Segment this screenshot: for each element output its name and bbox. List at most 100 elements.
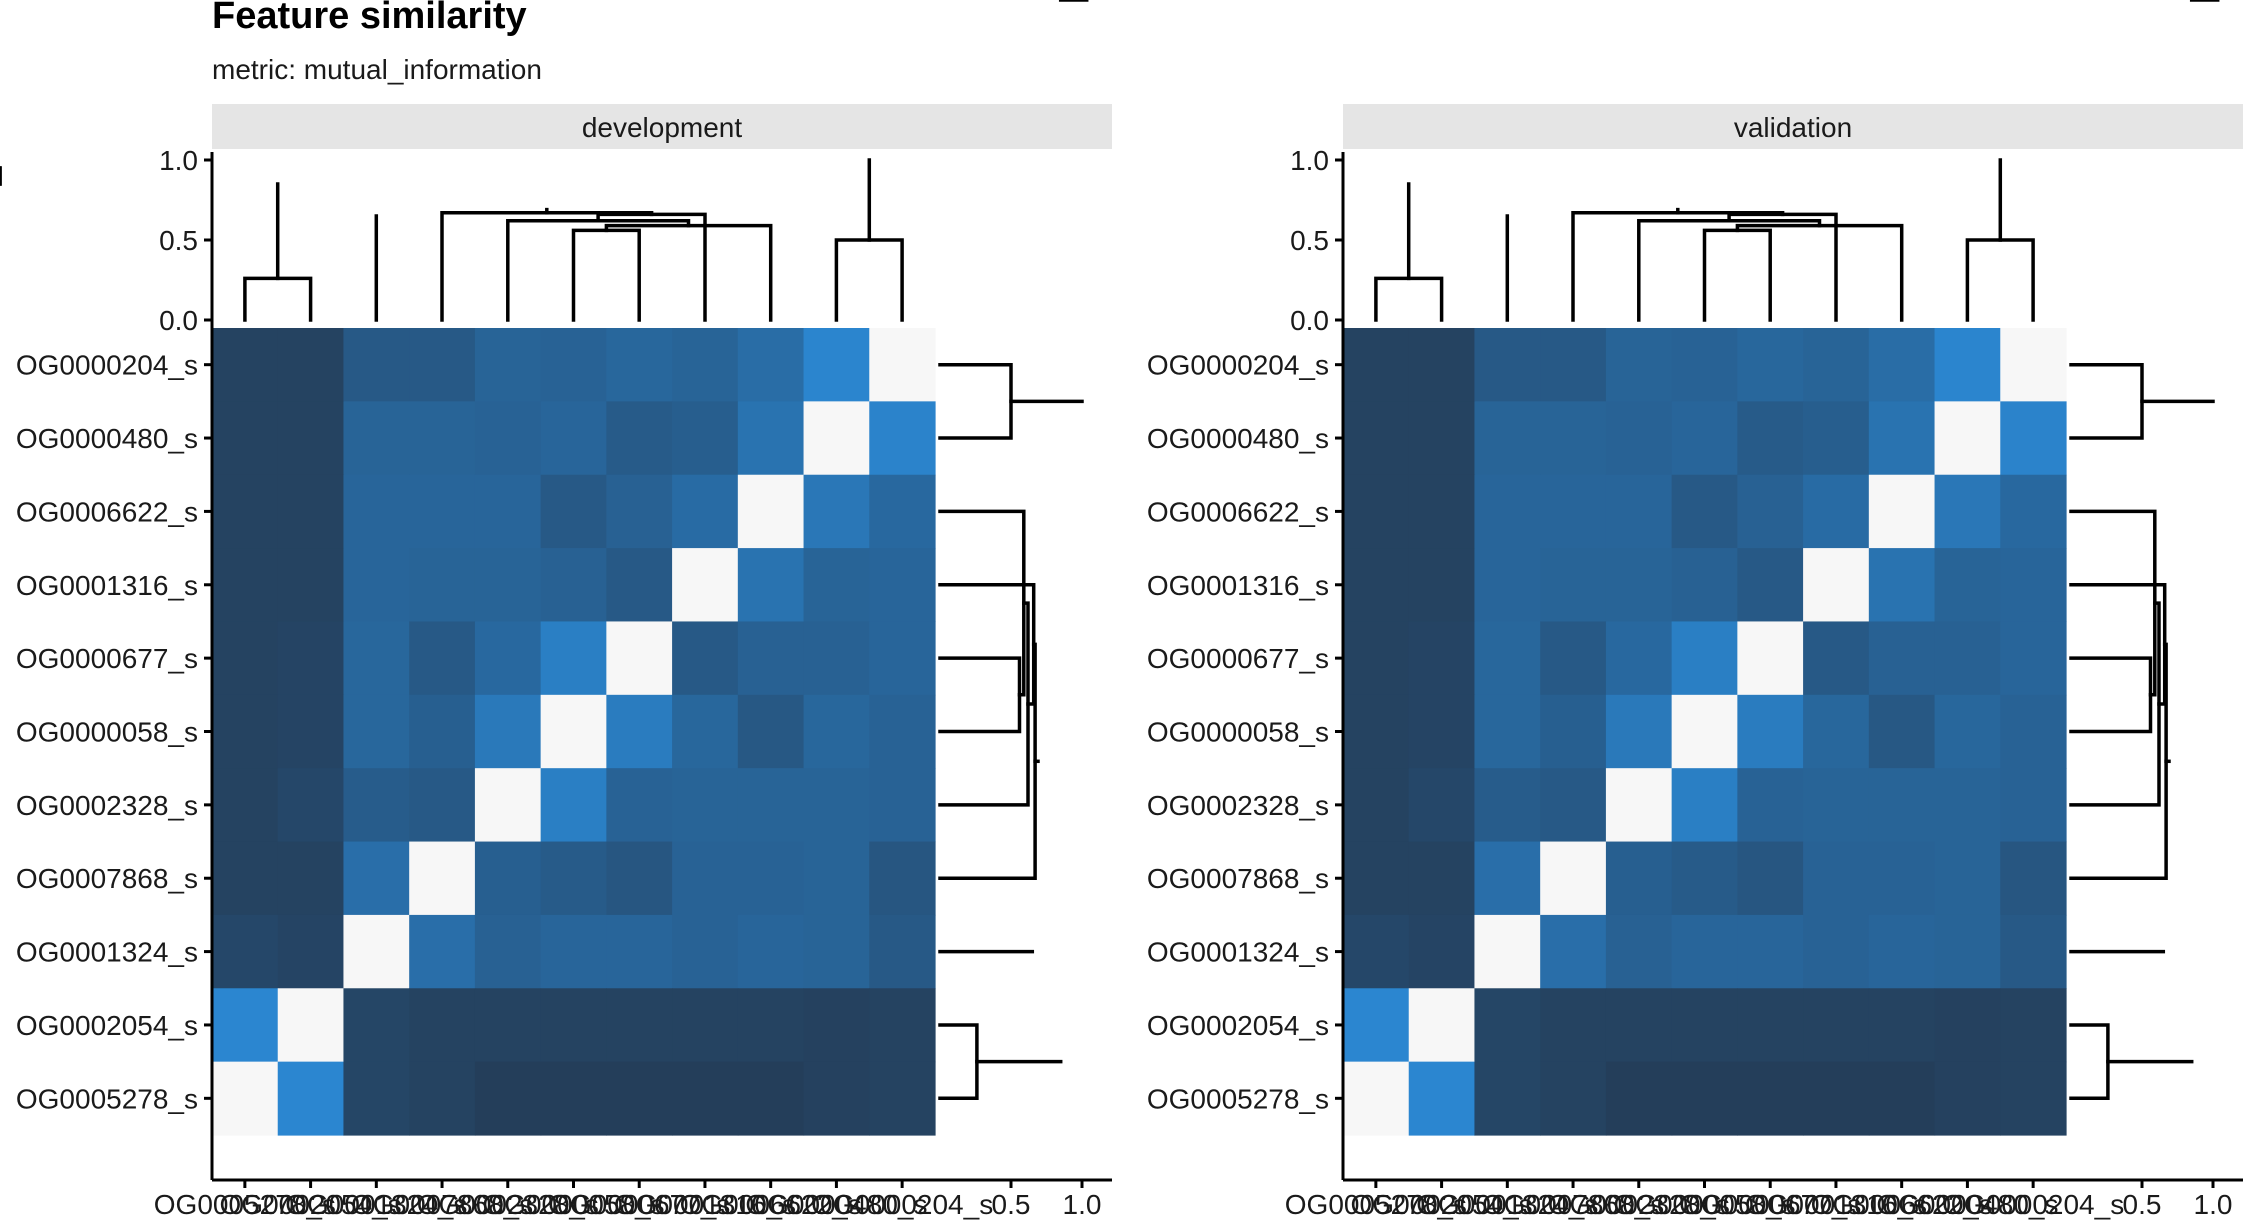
heatmap-cell: [343, 694, 410, 769]
heatmap-cell: [869, 768, 936, 843]
y-tick-label: OG0000058_s: [1147, 717, 1329, 748]
heatmap-cells: [212, 328, 936, 1136]
heatmap-cell: [1868, 548, 1936, 623]
y-tick-label: OG0002054_s: [16, 1010, 198, 1041]
heatmap-cell: [1934, 768, 2001, 843]
heatmap-cell: [409, 694, 476, 769]
heatmap-cell: [474, 988, 542, 1063]
heatmap-cell: [277, 694, 345, 769]
heatmap-cell: [212, 768, 279, 843]
y-tick-label: OG0006622_s: [16, 496, 198, 527]
top-dendrogram: [0, 158, 904, 322]
heatmap-cell: [212, 474, 279, 549]
heatmap-cell: [737, 841, 805, 916]
dendro-tick-label: 1.0: [1290, 145, 1329, 176]
heatmap-cell: [212, 694, 279, 769]
dendrogram-branch: [1702, 228, 1772, 322]
heatmap-cell: [1408, 621, 1476, 696]
dendro-tick-label: 0.5: [1290, 225, 1329, 256]
heatmap-cell: [1934, 914, 2001, 989]
heatmap-cell: [606, 401, 673, 476]
heatmap-cell: [1343, 474, 1410, 549]
heatmap-cell: [343, 1061, 410, 1136]
heatmap-cell: [1343, 694, 1410, 769]
heatmap-cell: [277, 621, 345, 696]
dendrogram-branch: [938, 1023, 979, 1101]
y-tick-label: OG0001316_s: [16, 570, 198, 601]
dendrogram-branch: [2069, 362, 2144, 440]
dendrogram-branch: [1965, 238, 2035, 322]
heatmap-cell: [1671, 621, 1738, 696]
heatmap-cell: [1671, 914, 1738, 989]
heatmap-cell: [474, 841, 542, 916]
y-tick-label: OG0001324_s: [1147, 937, 1329, 968]
x-tick-label: OG0001324_s: [285, 1189, 467, 1220]
heatmap-cell: [474, 1061, 542, 1136]
heatmap-cell: [540, 768, 607, 843]
heatmap-cell: [1868, 841, 1936, 916]
heatmap-cell: [1803, 914, 1870, 989]
x-tick-label: OG0000204_s: [811, 1189, 993, 1220]
x-tick-label: OG0000204_s: [1942, 1189, 2124, 1220]
heatmap-cell: [1540, 474, 1607, 549]
dendro-tick-label: 0.5: [159, 225, 198, 256]
heatmap-cell: [672, 328, 739, 402]
heatmap-cell: [1934, 474, 2001, 549]
heatmap-cell: [409, 401, 476, 476]
y-tick-label: OG0002054_s: [1147, 1010, 1329, 1041]
x-tick-label: OG0007868_s: [1482, 1189, 1664, 1220]
heatmap-cell: [1671, 694, 1738, 769]
heatmap-cell: [803, 548, 870, 623]
heatmap-cell: [1474, 841, 1541, 916]
x-tick-label: OG0000677_s: [1679, 1189, 1861, 1220]
heatmap-cell: [540, 694, 607, 769]
heatmap-cell: [606, 474, 673, 549]
heatmap-cell: [1803, 841, 1870, 916]
heatmap-cell: [540, 548, 607, 623]
heatmap-cell: [1803, 988, 1870, 1063]
heatmap-cell: [1934, 401, 2001, 476]
heatmap-cell: [2000, 1061, 2067, 1136]
dendrogram-branch: [2069, 1023, 2110, 1101]
heatmap-cell: [1605, 548, 1673, 623]
heatmap-cell: [2000, 694, 2067, 769]
heatmap-cell: [212, 548, 279, 623]
dendro-tick-label: 0.0: [159, 305, 198, 336]
heatmap-cell: [409, 328, 476, 402]
heatmap-cell: [1474, 768, 1541, 843]
heatmap-cell: [540, 621, 607, 696]
heatmap-cell: [343, 401, 410, 476]
heatmap-cell: [1737, 1061, 1804, 1136]
heatmap-cell: [1671, 1061, 1738, 1136]
heatmap-cell: [474, 768, 542, 843]
dendrogram-branch: [2069, 656, 2153, 734]
heatmap-cell: [1934, 1061, 2001, 1136]
heatmap-cell: [343, 914, 410, 989]
heatmap-cell: [869, 694, 936, 769]
y-tick-label: OG0006622_s: [1147, 496, 1329, 527]
heatmap-cell: [803, 621, 870, 696]
heatmap-cell: [1540, 328, 1607, 402]
heatmap-cell: [1343, 841, 1410, 916]
heatmap-cell: [737, 914, 805, 989]
heatmap-cell: [474, 548, 542, 623]
heatmap-cell: [803, 768, 870, 843]
heatmap-cell: [1474, 914, 1541, 989]
heatmap-cell: [1868, 474, 1936, 549]
heatmap-cell: [606, 988, 673, 1063]
heatmap-cell: [737, 694, 805, 769]
x-tick-label: OG0002054_s: [1351, 1189, 1533, 1220]
heatmap-cell: [1605, 841, 1673, 916]
heatmap-cell: [606, 1061, 673, 1136]
heatmap-cell: [212, 914, 279, 989]
x-tick-label: OG0001316_s: [1745, 1189, 1927, 1220]
heatmap-cell: [1540, 401, 1607, 476]
dendrogram-branch: [506, 219, 691, 322]
heatmap-cell: [277, 841, 345, 916]
heatmap-cell: [803, 694, 870, 769]
heatmap-cell: [1408, 474, 1476, 549]
heatmap-cell: [1737, 694, 1804, 769]
heatmap-cell: [1408, 694, 1476, 769]
